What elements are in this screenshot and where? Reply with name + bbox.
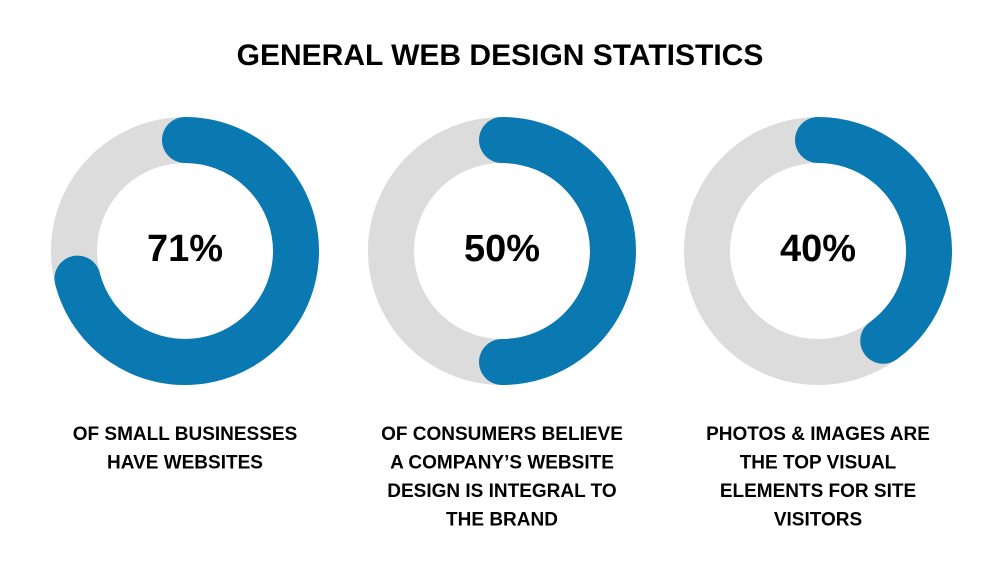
caption-line: PHOTOS & IMAGES ARE	[706, 424, 930, 445]
caption-line: A COMPANY’S WEBSITE	[390, 453, 614, 474]
caption-line: HAVE WEBSITES	[107, 453, 263, 474]
value-label: 40%	[780, 228, 856, 270]
value-label: 71%	[147, 228, 223, 270]
caption-line: OF CONSUMERS BELIEVE	[381, 424, 623, 445]
caption-line: VISITORS	[774, 510, 862, 531]
donut-arc	[54, 117, 319, 385]
title: GENERAL WEB DESIGN STATISTICS	[237, 39, 764, 72]
caption-line: THE BRAND	[446, 510, 558, 531]
donut-arc	[479, 117, 636, 385]
caption-line: DESIGN IS INTEGRAL TO	[387, 481, 616, 502]
value-label: 50%	[464, 228, 540, 270]
donut-arc	[795, 117, 952, 364]
caption-line: ELEMENTS FOR SITE	[720, 481, 916, 502]
caption-line: THE TOP VISUAL	[740, 453, 897, 474]
caption-line: OF SMALL BUSINESSES	[73, 424, 298, 445]
